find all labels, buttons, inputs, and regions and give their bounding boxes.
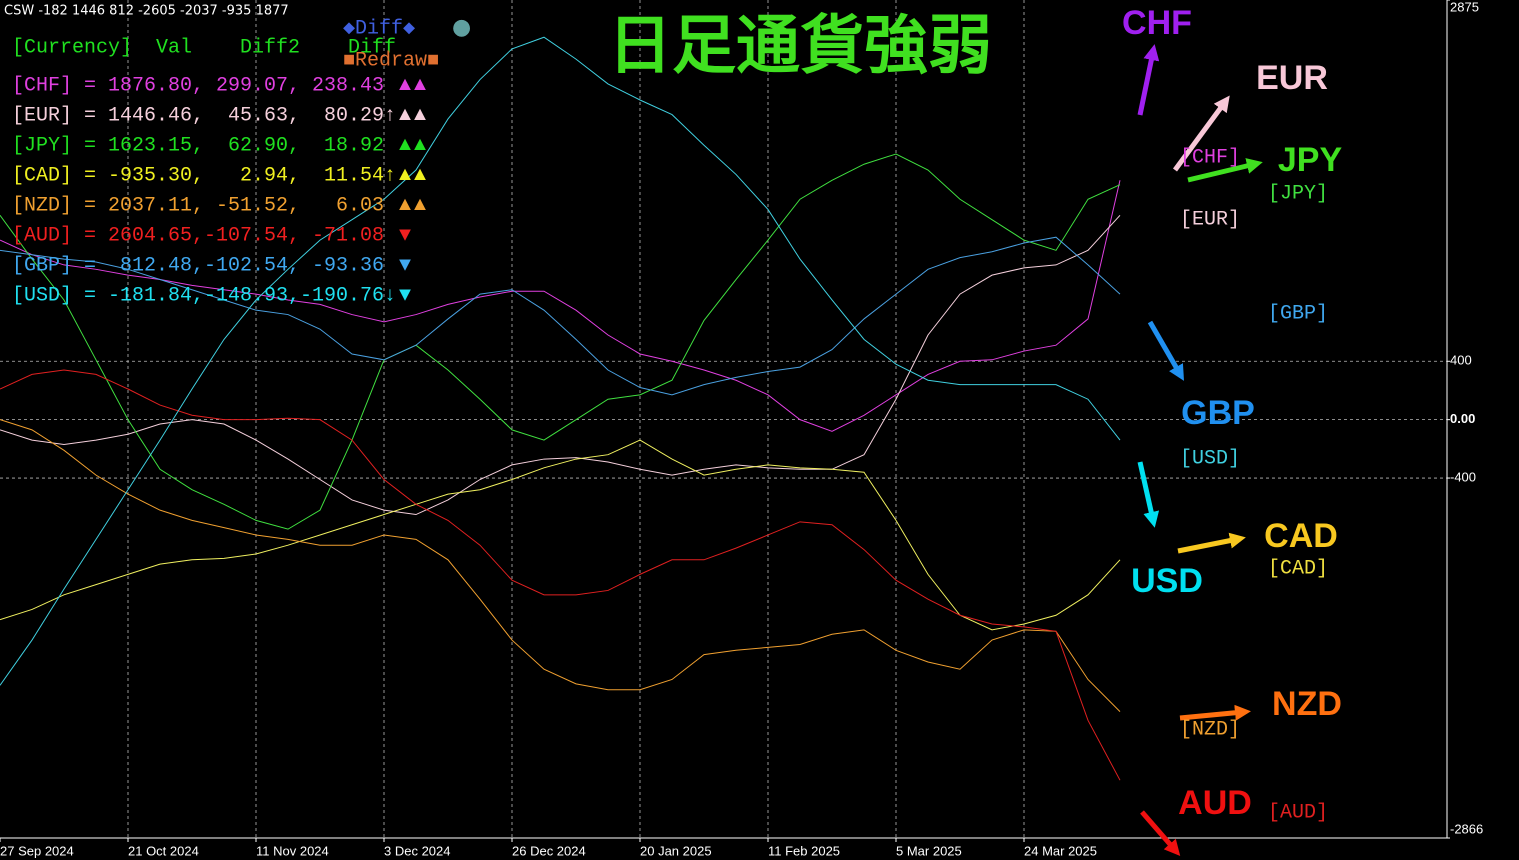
table-signal: ↑▲▲ [384,164,429,187]
table-row: [EUR] = 1446.46, 45.63, 80.29 [12,104,384,127]
arrow [1172,95,1230,172]
currency-tag: [GBP] [1268,302,1328,325]
chart-title: 日足通貨強弱 [608,10,992,84]
table-row: [USD] = -181.84,-148.93,-190.76 [12,284,384,307]
arrow [1137,44,1160,116]
currency-tag: [CAD] [1268,557,1328,580]
currency-tag: [NZD] [1180,718,1240,741]
currency-label: AUD [1178,784,1252,822]
table-signal: ▲▲ [384,74,429,97]
table-signal: ▲▲ [384,134,429,157]
y-tick-label: -2866 [1450,821,1483,836]
arrows [1137,44,1263,857]
x-tick-label: 26 Dec 2024 [512,843,586,858]
arrow [1179,704,1251,721]
table-signal: ▼ [384,254,414,277]
table-row: [CAD] = -935.30, 2.94, 11.54 [12,164,384,187]
dot-button[interactable]: ● [452,15,471,40]
table-row: [GBP] = 812.48,-102.54, -93.36 [12,254,384,277]
series-line [0,180,1121,432]
arrow [1137,461,1160,528]
redraw-button[interactable]: ■Redraw■ [343,49,439,72]
y-tick-label: 400 [1450,353,1472,368]
table-row: [AUD] = 2604.65,-107.54, -71.08 [12,224,384,247]
y-tick-label: -400 [1450,469,1476,484]
table-signal: ▲▲ [384,194,429,217]
currency-label: EUR [1256,59,1328,97]
series-line [0,236,1121,396]
table-row: [JPY] = 1623.15, 62.90, 18.92 [12,134,384,157]
side-labels: CHF EUR JPY GBP USD CAD NZD AUD [CHF] [JPY] [EUR] [… [1122,4,1342,824]
currency-label: NZD [1272,685,1342,723]
series-line [0,369,1121,781]
currency-tag: [AUD] [1268,801,1328,824]
x-tick-label: 3 Dec 2024 [384,843,451,858]
x-tick-label: 11 Nov 2024 [256,843,329,858]
currency-label: GBP [1181,394,1255,432]
arrow [1187,158,1263,183]
x-tick-label: 20 Jan 2025 [640,843,712,858]
arrow [1147,320,1184,381]
currency-label: USD [1131,562,1203,600]
table-signal: ↓▼ [384,284,414,307]
series-line [0,36,1121,686]
lines [0,36,1121,781]
currency-tag: [CHF] [1180,146,1240,169]
currency-label: CHF [1122,4,1192,42]
currency-label: CAD [1264,517,1338,555]
x-tick-label: 11 Feb 2025 [768,843,840,858]
x-tick-label: 5 Mar 2025 [896,843,962,858]
table: [CHF] = 1876.80, 299.07, 238.43 ▲▲[EUR] … [12,74,429,307]
series-line [0,439,1121,631]
y-tick-label: 2875 [1450,0,1479,14]
header: CSW -182 1446 812 -2605 -2037 -935 1877 [4,4,289,19]
currency-label: JPY [1278,141,1343,179]
currency-tag: [JPY] [1268,182,1328,205]
series-line [0,153,1121,530]
series-line [0,419,1121,712]
table-signal: ▼ [384,224,414,247]
arrow [1177,532,1246,554]
table-signal: ↑▲▲ [384,104,429,127]
currency-tag: [EUR] [1180,208,1240,231]
arrow [1140,810,1181,857]
currency-tag: [USD] [1180,447,1240,470]
table-row: [NZD] = 2037.11, -51.52, 6.03 [12,194,384,217]
x-tick-label: 21 Oct 2024 [128,843,199,858]
diff-button[interactable]: ◆Diff◆ [343,17,415,40]
x-tick-label: 24 Mar 2025 [1024,843,1097,858]
series-line [0,214,1121,516]
y-tick-label: 0.00 [1450,411,1475,426]
table-row: [CHF] = 1876.80, 299.07, 238.43 [12,74,384,97]
table-header: [Currency] Val Diff2 Diff [12,36,396,59]
x-tick-label: 27 Sep 2024 [0,843,74,858]
